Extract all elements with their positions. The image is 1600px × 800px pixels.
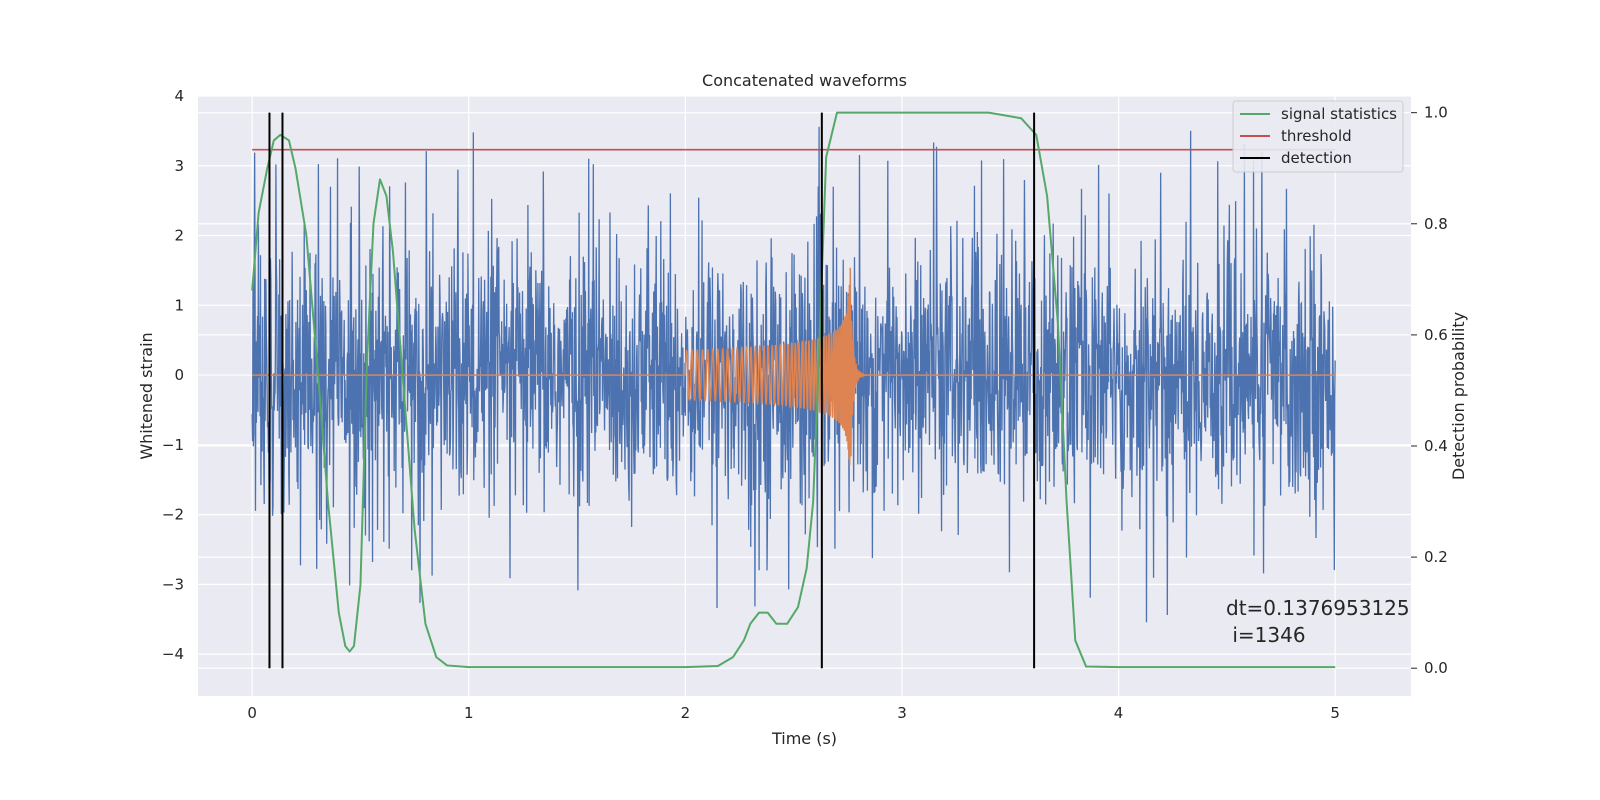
axes-layer: 0 1 2 3 4 5 −4 −3 −2 −1 0 1 2 3 4 0.0 0.2 0.4 0.6 0.8 1.0 <box>162 87 1448 722</box>
y2-tick-label: 0.6 <box>1424 326 1448 344</box>
x-tick-label: 0 <box>247 704 257 722</box>
y-tick-label: −4 <box>162 645 184 663</box>
annotation-index: i=1346 <box>1226 623 1306 647</box>
legend-label-threshold: threshold <box>1281 127 1352 145</box>
legend-box <box>1232 100 1404 173</box>
y-tick-label: 2 <box>174 227 184 245</box>
x-axis-label: Time (s) <box>771 729 837 748</box>
y-tick-label: −1 <box>162 436 184 454</box>
y-tick-label: 1 <box>174 296 184 314</box>
template-waveform-line <box>252 267 1336 466</box>
y-tick-label: 0 <box>174 366 184 384</box>
annotation-dt: dt=0.1376953125 <box>1226 596 1410 620</box>
y-tick-label: −2 <box>162 506 184 524</box>
chart-title: Concatenated waveforms <box>702 71 907 90</box>
y-tick-label: 3 <box>174 157 184 175</box>
y-axis-label: Whitened strain <box>137 332 156 459</box>
series-layer <box>251 111 1336 669</box>
y2-tick-label: 0.8 <box>1424 215 1448 233</box>
y2-tick-label: 0.4 <box>1424 437 1448 455</box>
y2-tick-label: 0.0 <box>1424 659 1448 677</box>
y-tick-label: 4 <box>174 87 184 105</box>
x-tick-label: 1 <box>464 704 474 722</box>
x-tick-label: 2 <box>681 704 691 722</box>
y2-tick-label: 0.2 <box>1424 548 1448 566</box>
y-tick-label: −3 <box>162 575 184 593</box>
legend-label-signal-statistics: signal statistics <box>1281 105 1397 123</box>
x-tick-label: 3 <box>897 704 907 722</box>
y2-axis-label: Detection probability <box>1449 312 1468 480</box>
legend-label-detection: detection <box>1281 149 1352 167</box>
signal-statistics-line <box>251 111 1336 669</box>
legend: signal statistics threshold detection <box>1232 100 1404 173</box>
y2-tick-label: 1.0 <box>1424 104 1448 122</box>
x-tick-label: 5 <box>1330 704 1340 722</box>
x-tick-label: 4 <box>1114 704 1124 722</box>
